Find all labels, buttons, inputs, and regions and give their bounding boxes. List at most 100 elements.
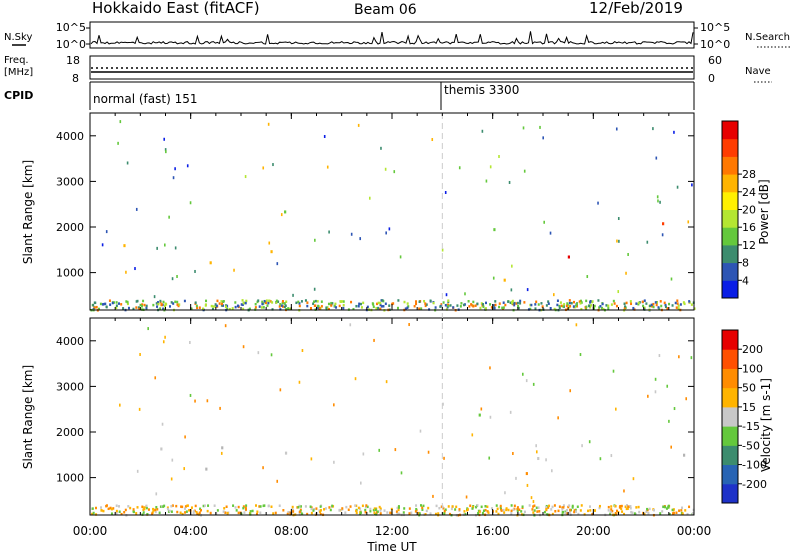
- scatter-cell: [222, 510, 225, 513]
- scatter-cell: [371, 302, 374, 305]
- scatter-cell: [163, 137, 166, 141]
- scatter-cell: [258, 505, 261, 508]
- scatter-cell: [654, 390, 657, 394]
- scatter-cell: [447, 304, 450, 308]
- scatter-cell: [309, 306, 312, 310]
- scatter-cell: [668, 302, 671, 306]
- scatter-cell: [125, 300, 128, 303]
- colorbar-segment: [722, 406, 738, 427]
- scatter-cell: [357, 506, 360, 510]
- scatter-cell: [183, 467, 186, 471]
- scatter-cell: [146, 513, 149, 516]
- scatter-cell: [160, 447, 163, 451]
- colorbar-tick-label: 200: [742, 343, 763, 356]
- scatter-cell: [677, 307, 680, 310]
- scatter-cell: [334, 302, 337, 306]
- scatter-cell: [264, 301, 267, 305]
- scatter-cell: [564, 511, 567, 515]
- scatter-cell: [242, 301, 245, 305]
- scatter-cell: [198, 306, 201, 309]
- scatter-cell: [159, 307, 162, 310]
- scatter-cell: [232, 504, 235, 507]
- scatter-cell: [369, 507, 372, 511]
- scatter-cell: [159, 505, 162, 508]
- velocity-colorbar: 200 100 50 15 -15 -50 -100 -200: [721, 329, 767, 504]
- nsearch-tick-top: 10^5: [700, 21, 730, 34]
- colorbar-segment: [722, 349, 738, 369]
- scatter-cell: [492, 276, 495, 280]
- scatter-cell: [91, 512, 94, 516]
- scatter-cell: [249, 510, 252, 513]
- scatter-cell: [459, 305, 462, 308]
- scatter-cell: [205, 467, 208, 471]
- scatter-cell: [494, 303, 497, 307]
- scatter-cell: [220, 300, 223, 303]
- colorbar-segment: [722, 121, 738, 140]
- scatter-cell: [115, 504, 118, 507]
- scatter-cell: [672, 511, 675, 515]
- scatter-cell: [147, 508, 150, 511]
- scatter-cell: [661, 510, 664, 513]
- scatter-cell: [566, 512, 569, 515]
- colorbar-tick-label: 20: [742, 204, 756, 217]
- scatter-cell: [161, 422, 164, 426]
- scatter-cell: [118, 505, 121, 508]
- scatter-cell: [285, 308, 288, 311]
- scatter-cell: [203, 504, 206, 507]
- scatter-cell: [638, 510, 641, 514]
- scatter-cell: [542, 136, 544, 140]
- scatter-cell: [162, 307, 165, 311]
- scatter-cell: [635, 302, 638, 305]
- scatter-cell: [478, 413, 481, 417]
- scatter-cell: [313, 507, 316, 511]
- colorbar-segment: [722, 483, 738, 504]
- scatter-cell: [359, 481, 362, 485]
- scatter-cell: [429, 299, 432, 302]
- nsky-trace: [90, 31, 694, 45]
- scatter-cell: [262, 306, 265, 309]
- scatter-cell: [291, 505, 294, 509]
- scatter-cell: [464, 292, 466, 296]
- scatter-cell: [571, 506, 574, 509]
- scatter-cell: [330, 301, 333, 305]
- scatter-cell: [115, 306, 118, 310]
- scatter-cell: [373, 512, 376, 516]
- scatter-cell: [237, 511, 240, 515]
- scatter-cell: [282, 509, 285, 512]
- scatter-cell: [607, 304, 610, 308]
- scatter-cell: [529, 307, 532, 311]
- velocity-scatter: [91, 323, 695, 517]
- colorbar-tick-label: 100: [742, 362, 763, 375]
- scatter-cell: [155, 505, 158, 509]
- scatter-cell: [499, 504, 502, 508]
- scatter-cell: [609, 510, 612, 514]
- scatter-cell: [568, 306, 571, 309]
- scatter-cell: [541, 305, 544, 308]
- colorbar-tick-label: 15: [742, 401, 756, 414]
- scatter-cell: [105, 230, 108, 234]
- scatter-cell: [316, 306, 319, 309]
- scatter-cell: [170, 477, 173, 481]
- scatter-cell: [512, 452, 514, 456]
- scatter-cell: [615, 509, 618, 513]
- scatter-cell: [379, 301, 382, 305]
- scatter-cell: [568, 301, 571, 305]
- scatter-cell: [650, 303, 653, 307]
- scatter-cell: [92, 303, 95, 307]
- scatter-cell: [205, 299, 208, 303]
- scatter-cell: [657, 306, 660, 309]
- scatter-cell: [661, 233, 664, 237]
- scatter-cell: [249, 513, 252, 516]
- x-axis-label: Time UT: [366, 540, 417, 554]
- scatter-cell: [607, 307, 610, 310]
- colorbar-segment: [722, 227, 738, 246]
- scatter-cell: [561, 506, 564, 509]
- scatter-cell: [115, 301, 118, 304]
- scatter-cell: [408, 512, 411, 515]
- scatter-cell: [489, 415, 492, 419]
- scatter-cell: [671, 304, 674, 307]
- scatter-cell: [535, 450, 538, 454]
- scatter-cell: [690, 303, 693, 306]
- nsky-tick-top: 10^5: [56, 21, 86, 34]
- scatter-cell: [97, 307, 100, 311]
